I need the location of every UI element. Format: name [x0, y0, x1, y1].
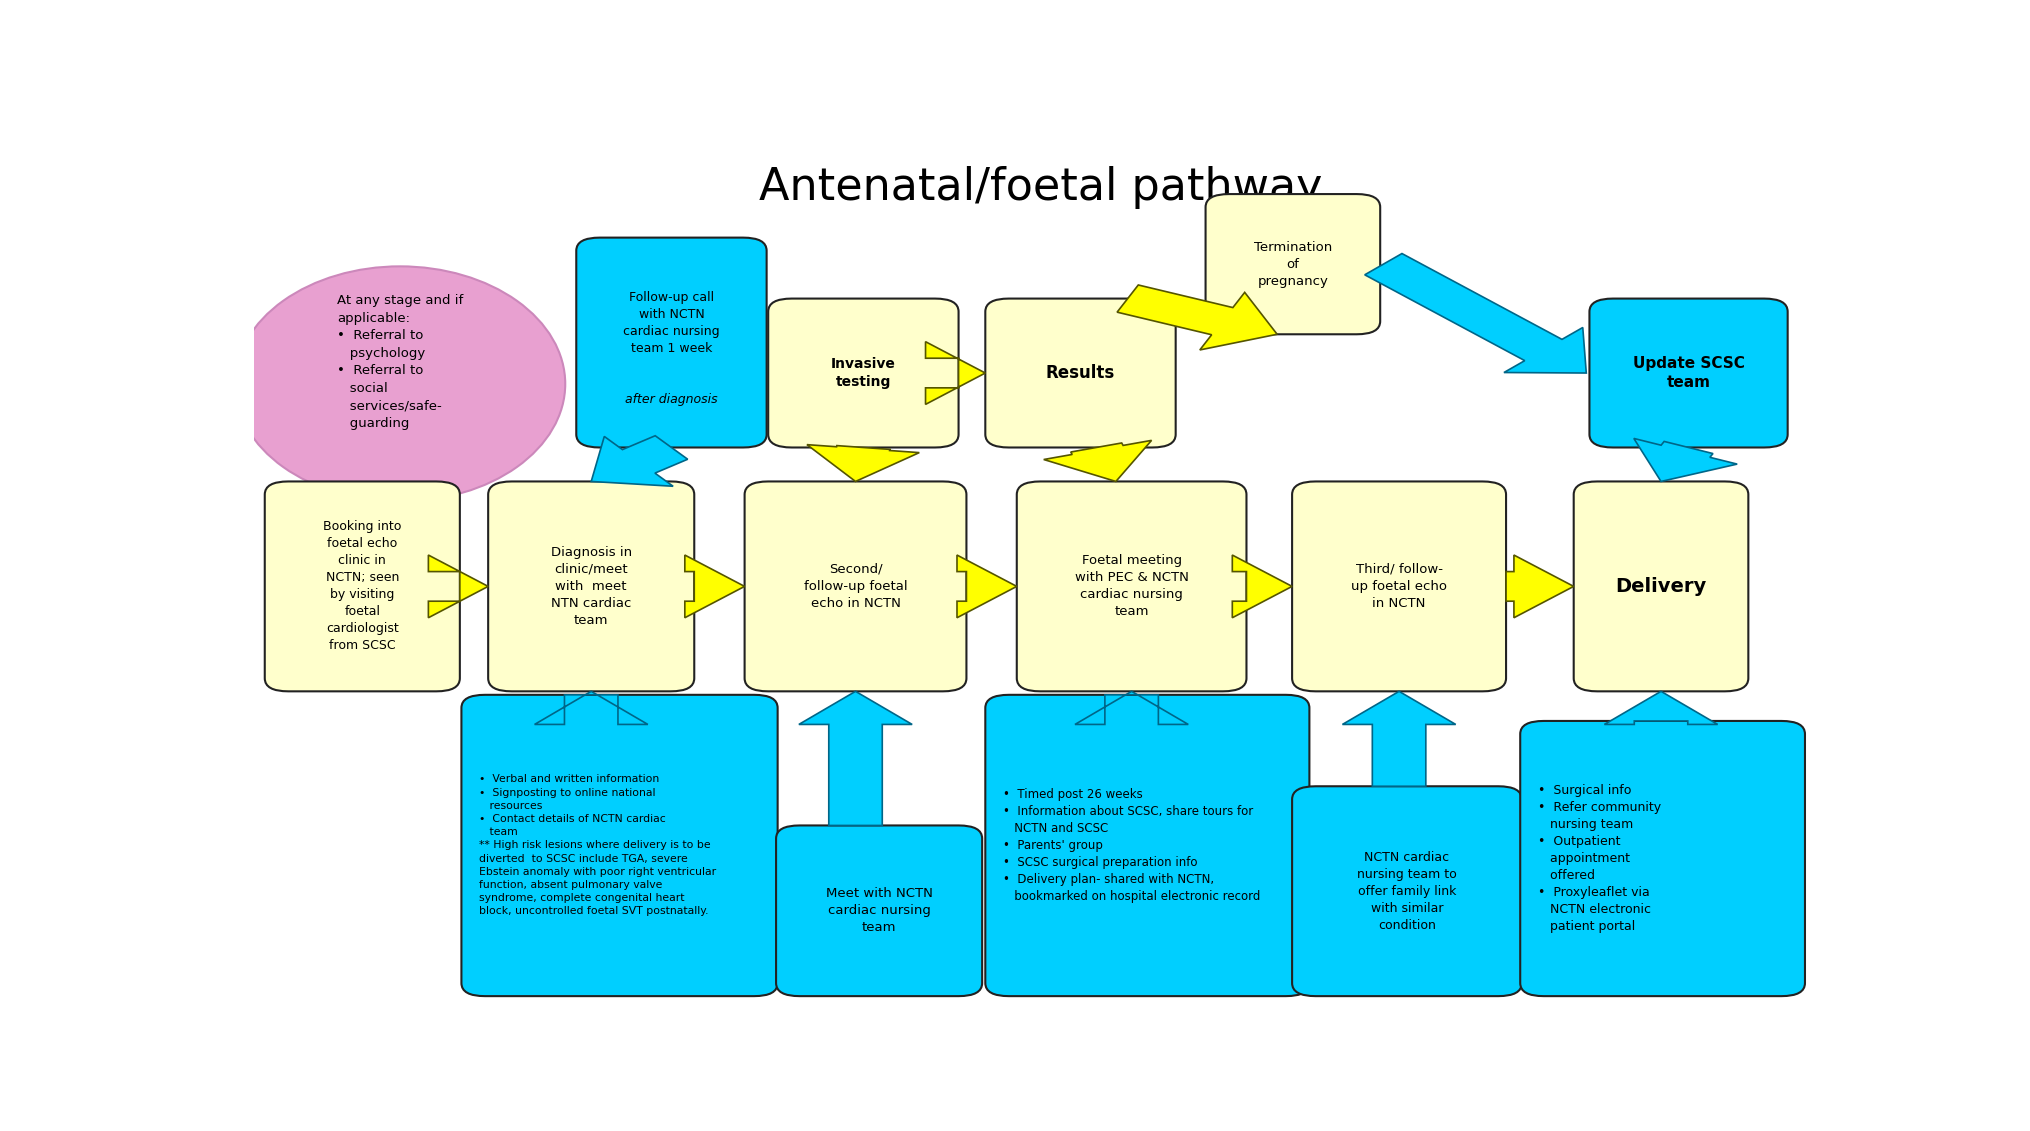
Polygon shape	[1043, 440, 1151, 482]
Text: Antenatal/foetal pathway: Antenatal/foetal pathway	[759, 166, 1322, 209]
Polygon shape	[956, 555, 1017, 618]
Text: •  Surgical info
•  Refer community
   nursing team
•  Outpatient
   appointment: • Surgical info • Refer community nursin…	[1537, 784, 1661, 933]
FancyBboxPatch shape	[1589, 299, 1788, 448]
FancyBboxPatch shape	[1291, 482, 1506, 691]
Polygon shape	[428, 555, 487, 618]
Text: NCTN cardiac
nursing team to
offer family link
with similar
condition: NCTN cardiac nursing team to offer famil…	[1358, 851, 1458, 932]
Text: •  Timed post 26 weeks
•  Information about SCSC, share tours for
   NCTN and SC: • Timed post 26 weeks • Information abou…	[1003, 788, 1261, 903]
Text: Update SCSC
team: Update SCSC team	[1632, 355, 1744, 390]
FancyBboxPatch shape	[487, 482, 694, 691]
Polygon shape	[926, 342, 985, 405]
Polygon shape	[1506, 555, 1573, 618]
Text: Diagnosis in
clinic/meet
with  meet
NTN cardiac
team: Diagnosis in clinic/meet with meet NTN c…	[550, 546, 631, 627]
FancyBboxPatch shape	[461, 694, 777, 996]
Polygon shape	[808, 444, 920, 482]
FancyBboxPatch shape	[264, 482, 461, 691]
Text: Booking into
foetal echo
clinic in
NCTN; seen
by visiting
foetal
cardiologist
fr: Booking into foetal echo clinic in NCTN;…	[323, 520, 402, 653]
FancyBboxPatch shape	[775, 826, 983, 996]
Text: Follow-up call
with NCTN
cardiac nursing
team 1 week: Follow-up call with NCTN cardiac nursing…	[623, 292, 721, 355]
Polygon shape	[684, 555, 745, 618]
Polygon shape	[1116, 285, 1277, 349]
Text: At any stage and if
applicable:
•  Referral to
   psychology
•  Referral to
   s: At any stage and if applicable: • Referr…	[337, 294, 463, 430]
Polygon shape	[591, 435, 688, 486]
Polygon shape	[1364, 253, 1585, 373]
FancyBboxPatch shape	[745, 482, 966, 691]
FancyBboxPatch shape	[1573, 482, 1748, 691]
Text: Third/ follow-
up foetal echo
in NCTN: Third/ follow- up foetal echo in NCTN	[1352, 563, 1447, 610]
Polygon shape	[1342, 691, 1456, 786]
FancyBboxPatch shape	[1017, 482, 1246, 691]
Polygon shape	[1232, 555, 1291, 618]
FancyBboxPatch shape	[577, 238, 767, 448]
Text: •  Verbal and written information
•  Signposting to online national
   resources: • Verbal and written information • Signp…	[479, 775, 717, 916]
FancyBboxPatch shape	[1206, 195, 1380, 335]
FancyBboxPatch shape	[985, 299, 1175, 448]
Text: Termination
of
pregnancy: Termination of pregnancy	[1255, 241, 1332, 287]
FancyBboxPatch shape	[767, 299, 958, 448]
Text: Foetal meeting
with PEC & NCTN
cardiac nursing
team: Foetal meeting with PEC & NCTN cardiac n…	[1074, 554, 1188, 619]
Text: after diagnosis: after diagnosis	[625, 392, 719, 406]
FancyBboxPatch shape	[1291, 786, 1522, 996]
Polygon shape	[800, 691, 911, 826]
Polygon shape	[1604, 691, 1717, 725]
FancyBboxPatch shape	[985, 694, 1309, 996]
Text: Results: Results	[1045, 364, 1114, 382]
Text: Invasive
testing: Invasive testing	[830, 357, 895, 389]
Text: Meet with NCTN
cardiac nursing
team: Meet with NCTN cardiac nursing team	[826, 888, 932, 934]
Text: Delivery: Delivery	[1616, 577, 1707, 596]
Polygon shape	[534, 691, 648, 725]
Ellipse shape	[235, 267, 564, 501]
Text: Second/
follow-up foetal
echo in NCTN: Second/ follow-up foetal echo in NCTN	[804, 563, 907, 610]
FancyBboxPatch shape	[1520, 720, 1805, 996]
Polygon shape	[1076, 691, 1188, 725]
Polygon shape	[1634, 439, 1738, 482]
